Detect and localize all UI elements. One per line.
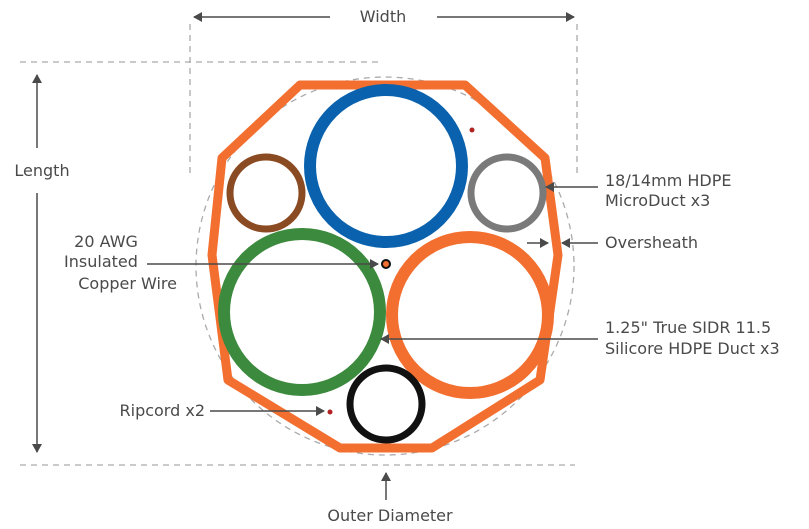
- ripcord-dot: [327, 409, 333, 415]
- reference-dashes: [20, 24, 578, 466]
- ripcord-label: Ripcord x2: [120, 401, 206, 420]
- width-label: Width: [360, 7, 406, 26]
- microduct-label-line-2: MicroDuct x3: [605, 191, 710, 210]
- black-microduct: [346, 364, 426, 444]
- silicore-label-line-2: Silicore HDPE Duct x3: [605, 339, 780, 358]
- blue-silicore-duct: [304, 84, 468, 248]
- copper-wire-label-line-1: 20 AWG: [74, 232, 138, 251]
- copper-wire: [381, 259, 391, 269]
- copper-wire-label: 20 AWG Insulated Copper Wire: [64, 232, 177, 293]
- outer-diameter-label: Outer Diameter: [327, 506, 453, 525]
- outer-diameter-circle: [195, 76, 575, 456]
- orange-silicore-duct: [386, 231, 554, 399]
- green-silicore-duct: [218, 228, 386, 396]
- ripcord-dot: [469, 127, 475, 133]
- silicore-label: 1.25" True SIDR 11.5 Silicore HDPE Duct …: [605, 318, 780, 358]
- copper-wire-label-line-3: Copper Wire: [78, 274, 177, 293]
- brown-microduct: [226, 153, 306, 233]
- microduct-label: 18/14mm HDPE MicroDuct x3: [605, 171, 737, 210]
- oversheath-label: Oversheath: [605, 233, 698, 252]
- oversheath: [207, 80, 563, 453]
- length-label: Length: [14, 161, 69, 180]
- copper-wire-label-line-2: Insulated: [64, 252, 138, 271]
- silicore-label-line-1: 1.25" True SIDR 11.5: [605, 318, 771, 337]
- microduct-label-line-1: 18/14mm HDPE: [605, 171, 731, 190]
- gray-microduct: [467, 153, 547, 233]
